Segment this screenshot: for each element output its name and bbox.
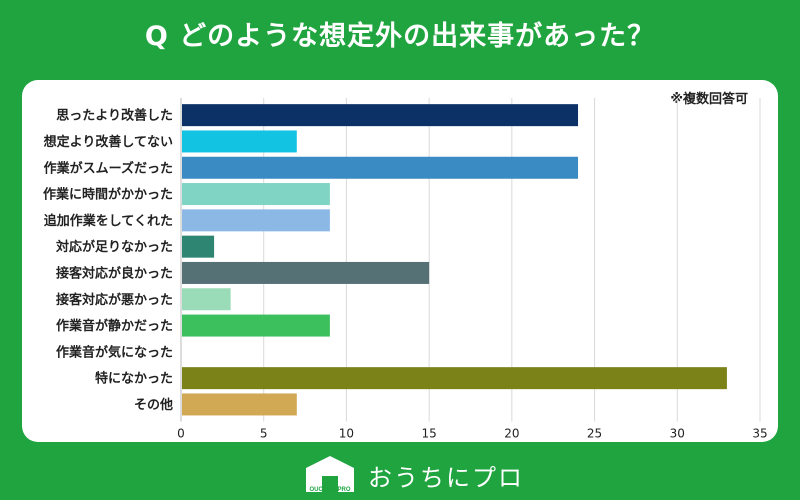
chart-panel: ※複数回答可 0 5 10 15 20 25 30 35 思ったより改善した想定より改善してない…: [22, 80, 778, 442]
x-tick-label: 25: [587, 427, 602, 441]
logo-text: OUCHI ni PRO: [309, 487, 350, 493]
category-label: 接客対応が良かった: [56, 265, 173, 281]
category-label: 対応が足りなかった: [55, 239, 173, 255]
x-tick-label: 15: [422, 427, 437, 441]
x-tick-label: 10: [339, 427, 354, 441]
bar: [182, 183, 330, 206]
category-label: 思ったより改善した: [56, 108, 173, 124]
category-label: 作業音が気になった: [56, 344, 173, 360]
bar: [182, 209, 330, 232]
bar-chart: 0 5 10 15 20 25 30 35 思ったより改善した想定より改善してない作業がスムーズ…: [43, 98, 768, 441]
bar: [182, 393, 297, 416]
category-label: 追加作業をしてくれた: [44, 213, 173, 229]
bar: [182, 130, 297, 153]
bar: [182, 314, 330, 337]
category-label: 想定より改善してない: [44, 134, 173, 150]
footer: OUCHI ni PRO おうちにプロ: [0, 452, 800, 500]
bar: [182, 367, 727, 390]
category-label: 作業に時間がかかった: [43, 187, 173, 203]
category-label: 作業がスムーズだった: [44, 160, 173, 176]
brand-name: おうちにプロ: [368, 464, 524, 492]
multiple-answers-note: ※複数回答可: [670, 92, 748, 107]
bar: [182, 156, 579, 179]
x-tick-label: 35: [752, 427, 767, 441]
category-label: 接客対応が悪かった: [56, 292, 173, 308]
category-label: 特になかった: [95, 371, 173, 387]
house-logo-icon: OUCHI ni PRO: [306, 456, 354, 493]
bar: [182, 104, 579, 127]
category-label: その他: [134, 397, 173, 413]
x-tick-label: 20: [504, 427, 519, 441]
x-tick-label: 30: [670, 427, 685, 441]
category-label: 作業音が静かだった: [56, 318, 173, 334]
bar: [182, 235, 215, 258]
page-title: Q どのような想定外の出来事があった？: [144, 21, 656, 52]
x-tick-label: 0: [177, 427, 185, 441]
bar: [182, 261, 430, 284]
bar: [182, 288, 231, 311]
x-tick-label: 5: [260, 427, 268, 441]
